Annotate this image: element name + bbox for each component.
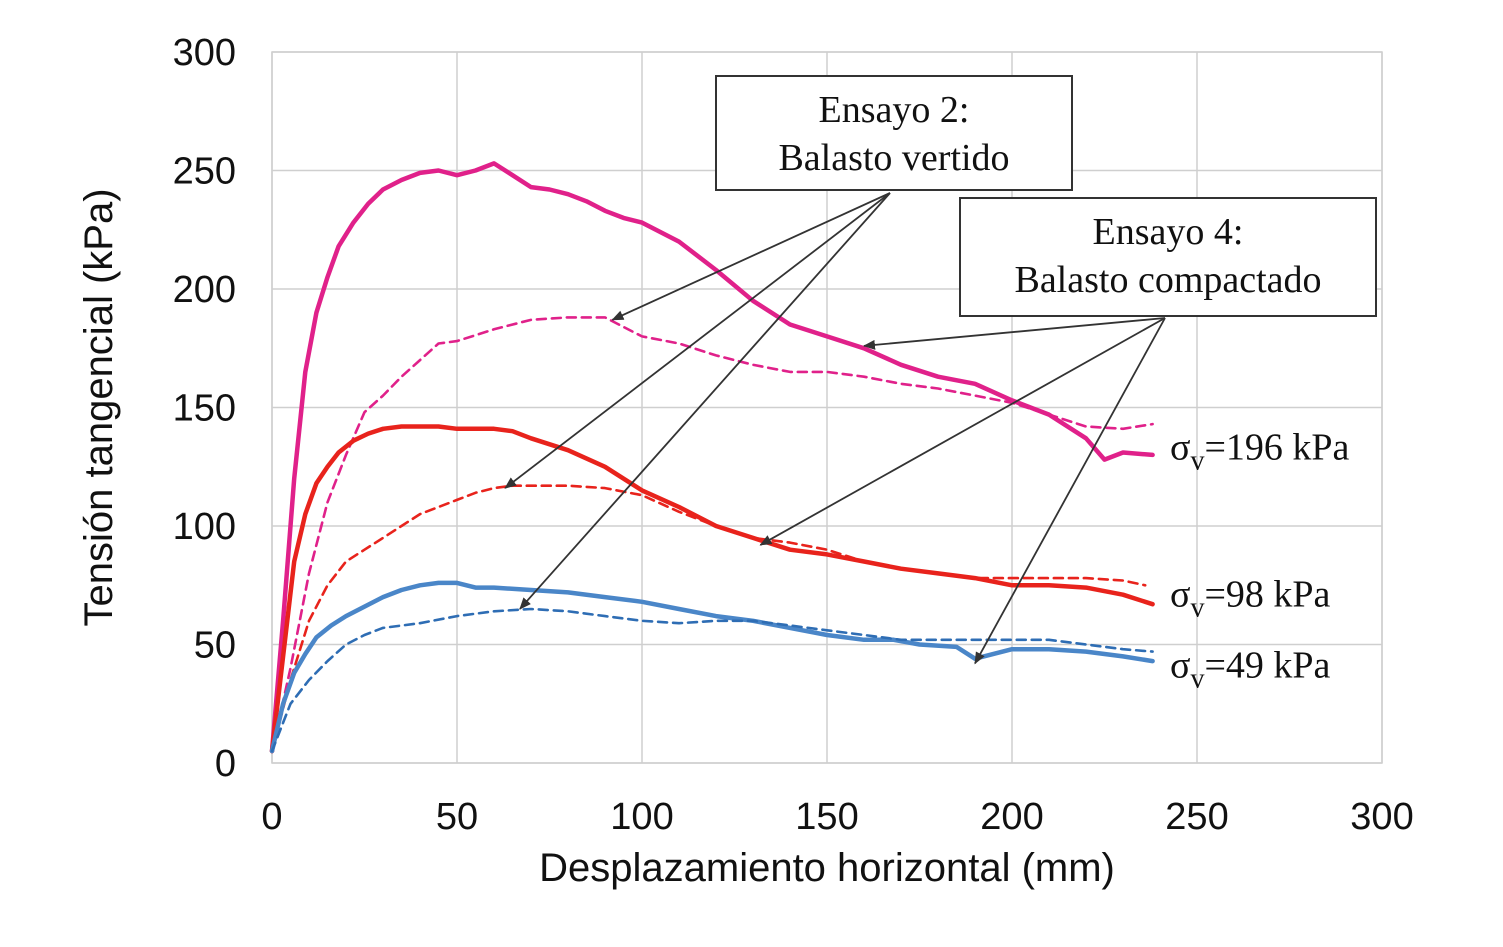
x-tick-label: 250 <box>1165 796 1228 838</box>
callout-box-ensayo4 <box>959 197 1377 317</box>
series-label: σv=49 kPa <box>1170 644 1331 694</box>
callout-text: Balasto compactado <box>1014 259 1321 301</box>
callout-arrow <box>519 192 891 610</box>
grid <box>271 51 1383 764</box>
callout-arrow <box>863 317 1166 350</box>
annotation-arrows <box>504 192 1166 665</box>
callout-text: Ensayo 4: <box>1093 211 1244 253</box>
y-tick-label: 50 <box>194 625 236 667</box>
x-tick-label: 300 <box>1350 796 1413 838</box>
callout-arrow <box>611 192 891 321</box>
series-line-s49_compactado <box>269 580 1155 754</box>
x-tick-label: 50 <box>436 796 478 838</box>
callout-text: Balasto vertido <box>778 137 1009 179</box>
callout-arrow <box>504 192 891 489</box>
series-line-s49_vertido <box>270 607 1154 753</box>
series-labels: σv=196 kPa σv=98 kPa σv=49 kPa <box>1170 426 1350 694</box>
axes: 0 50 100 150 200 250 300 0 50 100 150 200 250 300 <box>173 32 1414 838</box>
x-tick-label: 200 <box>980 796 1043 838</box>
y-tick-label: 0 <box>215 743 236 785</box>
y-tick-label: 300 <box>173 32 236 74</box>
y-tick-label: 100 <box>173 506 236 548</box>
annotation-boxes: Ensayo 2: Balasto vertido Ensayo 4: Balasto… <box>715 75 1377 317</box>
y-tick-label: 150 <box>173 388 236 430</box>
y-tick-label: 250 <box>173 151 236 193</box>
series-line-s98_vertido <box>270 484 1147 753</box>
callout-arrow <box>974 317 1166 665</box>
plot-frame <box>271 51 1383 764</box>
callout-text: Ensayo 2: <box>819 89 970 131</box>
x-axis-title: Desplazamiento horizontal (mm) <box>539 846 1115 890</box>
series-line-s196_compactado <box>269 161 1155 754</box>
series-label: σv=98 kPa <box>1170 573 1331 623</box>
x-tick-label: 150 <box>795 796 858 838</box>
callout-arrow <box>759 317 1166 546</box>
callout-box-ensayo2 <box>715 75 1073 191</box>
series-line-s196_vertido <box>270 316 1154 753</box>
y-axis-title: Tensión tangencial (kPa) <box>77 188 121 626</box>
series-group <box>269 161 1155 754</box>
series-label: σv=196 kPa <box>1170 426 1350 476</box>
y-tick-label: 200 <box>173 269 236 311</box>
x-tick-label: 0 <box>261 796 282 838</box>
x-tick-label: 100 <box>610 796 673 838</box>
